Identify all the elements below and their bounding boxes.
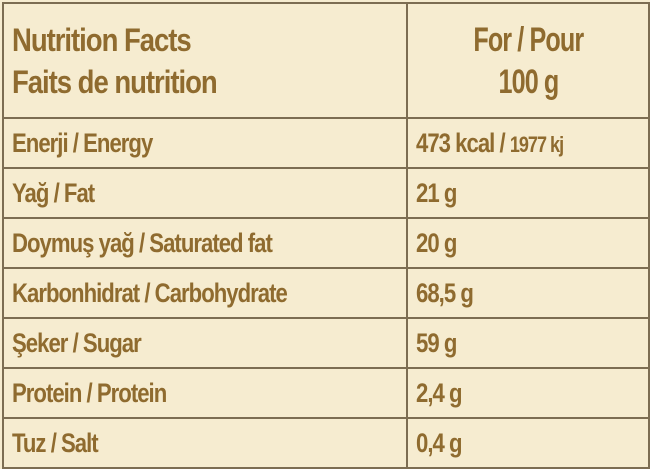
serving-size-text: For / Pour 100 g — [464, 19, 592, 103]
nutrient-label-cell: Enerji / Energy — [2, 117, 408, 169]
nutrient-label: Şeker / Sugar — [12, 327, 142, 358]
nutrient-value: 473 kcal / 1977 kj — [416, 127, 564, 159]
serving-line-1: For / Pour — [473, 20, 584, 59]
nutrient-value-cell: 2,4 g — [406, 367, 650, 419]
nutrient-value: 0,4 g — [416, 427, 463, 458]
nutrient-label: Protein / Protein — [12, 377, 167, 408]
nutrient-value-cell: 473 kcal / 1977 kj — [406, 117, 650, 169]
table-row: Doymuş yağ / Saturated fat 20 g — [2, 217, 650, 269]
nutrient-label-cell: Karbonhidrat / Carbohydrate — [2, 267, 408, 319]
table-row: Enerji / Energy 473 kcal / 1977 kj — [2, 117, 650, 169]
table-header-row: Nutrition Facts Faits de nutrition For /… — [2, 2, 650, 119]
nutrient-label-cell: Şeker / Sugar — [2, 317, 408, 369]
nutrient-value: 21 g — [416, 177, 457, 208]
nutrient-label: Enerji / Energy — [12, 127, 153, 158]
nutrient-label-cell: Tuz / Salt — [2, 417, 408, 469]
serving-line-2: 100 g — [498, 62, 559, 101]
nutrient-value-cell: 21 g — [406, 167, 650, 219]
nutrient-value: 2,4 g — [416, 377, 463, 408]
nutrient-value: 59 g — [416, 327, 457, 358]
nutrient-label-cell: Yağ / Fat — [2, 167, 408, 219]
table-row: Yağ / Fat 21 g — [2, 167, 650, 219]
nutrient-value-cell: 59 g — [406, 317, 650, 369]
nutrient-value-cell: 68,5 g — [406, 267, 650, 319]
nutrient-value-cell: 0,4 g — [406, 417, 650, 469]
table-row: Karbonhidrat / Carbohydrate 68,5 g — [2, 267, 650, 319]
nutrient-value: 20 g — [416, 227, 457, 258]
nutrient-value: 68,5 g — [416, 277, 474, 308]
nutrient-label-cell: Doymuş yağ / Saturated fat — [2, 217, 408, 269]
title-text: Nutrition Facts Faits de nutrition — [12, 19, 218, 103]
nutrient-label: Doymuş yağ / Saturated fat — [12, 227, 273, 258]
title-line-2: Faits de nutrition — [12, 63, 218, 100]
nutrient-label-cell: Protein / Protein — [2, 367, 408, 419]
table-row: Protein / Protein 2,4 g — [2, 367, 650, 419]
nutrient-label: Yağ / Fat — [12, 177, 95, 208]
serving-size-cell: For / Pour 100 g — [406, 2, 650, 119]
energy-kcal: 473 kcal / — [416, 127, 506, 158]
table-row: Tuz / Salt 0,4 g — [2, 417, 650, 469]
nutrient-value-cell: 20 g — [406, 217, 650, 269]
title-cell: Nutrition Facts Faits de nutrition — [2, 2, 408, 119]
nutrient-label: Tuz / Salt — [12, 427, 99, 458]
title-line-1: Nutrition Facts — [12, 21, 192, 58]
energy-kj: 1977 kj — [509, 131, 564, 157]
nutrient-label: Karbonhidrat / Carbohydrate — [12, 277, 288, 308]
table-row: Şeker / Sugar 59 g — [2, 317, 650, 369]
